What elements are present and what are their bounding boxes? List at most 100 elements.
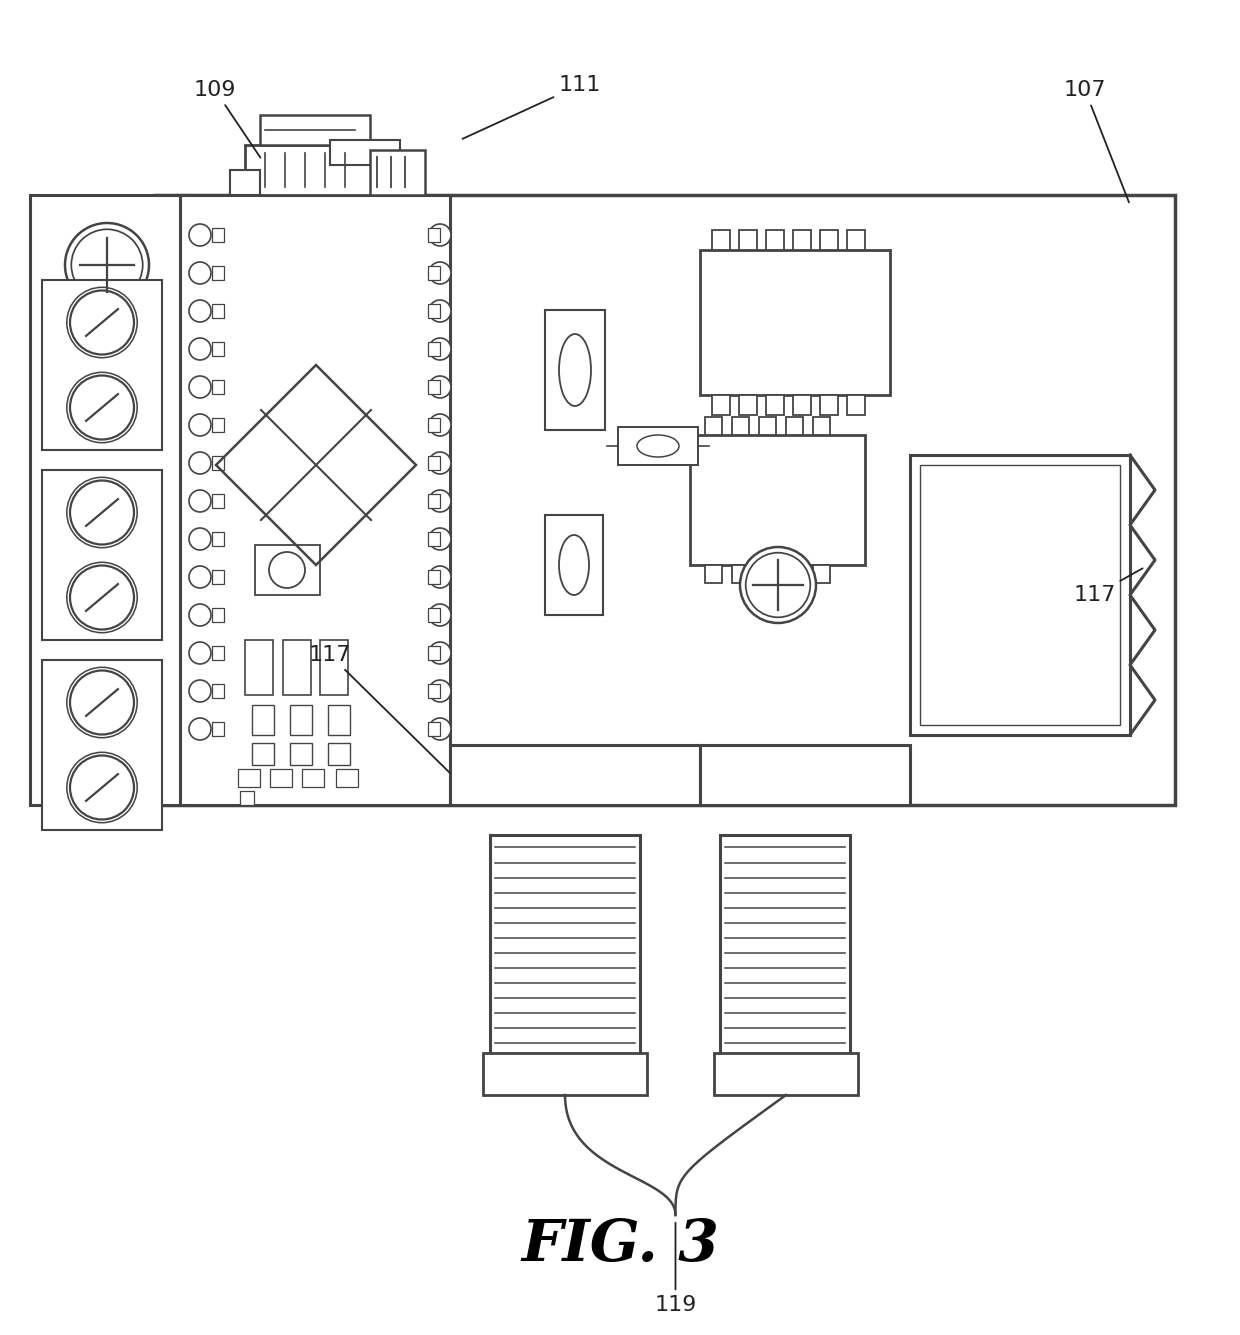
- Bar: [238, 769, 260, 788]
- Circle shape: [67, 287, 138, 358]
- Bar: [714, 1053, 858, 1095]
- Circle shape: [188, 262, 211, 284]
- Circle shape: [429, 490, 451, 513]
- Circle shape: [64, 223, 149, 307]
- Bar: [920, 465, 1120, 725]
- Bar: [241, 792, 254, 805]
- Text: 109: 109: [193, 80, 260, 158]
- Circle shape: [188, 224, 211, 246]
- Bar: [490, 834, 640, 1055]
- Circle shape: [188, 680, 211, 702]
- Circle shape: [745, 553, 810, 617]
- Circle shape: [429, 376, 451, 398]
- Bar: [546, 515, 603, 615]
- Circle shape: [188, 453, 211, 474]
- Circle shape: [188, 529, 211, 550]
- Bar: [336, 769, 358, 788]
- Bar: [290, 744, 312, 765]
- Circle shape: [69, 670, 134, 734]
- Bar: [786, 565, 804, 583]
- Bar: [212, 380, 224, 394]
- Circle shape: [429, 262, 451, 284]
- Text: 119: 119: [655, 1223, 697, 1315]
- Bar: [428, 533, 440, 546]
- Bar: [370, 150, 425, 195]
- Bar: [212, 533, 224, 546]
- Circle shape: [69, 375, 134, 439]
- Bar: [813, 565, 830, 583]
- Bar: [720, 834, 849, 1055]
- Circle shape: [429, 603, 451, 626]
- Bar: [330, 140, 401, 166]
- Bar: [42, 470, 162, 639]
- Circle shape: [69, 566, 134, 630]
- Circle shape: [188, 376, 211, 398]
- Bar: [30, 195, 185, 805]
- Bar: [618, 427, 698, 465]
- Bar: [212, 607, 224, 622]
- Bar: [428, 646, 440, 659]
- Circle shape: [269, 551, 305, 587]
- Circle shape: [188, 490, 211, 513]
- Bar: [212, 570, 224, 583]
- Bar: [701, 250, 890, 395]
- Circle shape: [67, 372, 138, 443]
- Bar: [329, 744, 350, 765]
- Circle shape: [67, 753, 138, 822]
- Circle shape: [188, 414, 211, 437]
- Circle shape: [188, 338, 211, 360]
- Bar: [270, 769, 291, 788]
- Bar: [910, 455, 1130, 736]
- Circle shape: [429, 718, 451, 740]
- Text: 107: 107: [1064, 80, 1128, 203]
- Bar: [428, 494, 440, 509]
- Circle shape: [188, 718, 211, 740]
- Bar: [428, 607, 440, 622]
- Bar: [759, 565, 776, 583]
- Bar: [450, 745, 701, 805]
- Bar: [689, 435, 866, 565]
- Bar: [847, 395, 866, 415]
- Circle shape: [188, 642, 211, 663]
- Bar: [246, 639, 273, 696]
- Bar: [212, 684, 224, 698]
- Text: 111: 111: [463, 75, 601, 139]
- Bar: [706, 565, 722, 583]
- Bar: [246, 146, 391, 195]
- Circle shape: [429, 338, 451, 360]
- Circle shape: [67, 668, 138, 738]
- Bar: [701, 745, 910, 805]
- Circle shape: [429, 300, 451, 322]
- Bar: [794, 230, 811, 250]
- Bar: [786, 417, 804, 435]
- Circle shape: [429, 453, 451, 474]
- Bar: [428, 418, 440, 433]
- Bar: [212, 304, 224, 318]
- Text: 117: 117: [1074, 569, 1142, 605]
- Bar: [212, 228, 224, 242]
- Bar: [847, 230, 866, 250]
- Bar: [712, 395, 730, 415]
- Bar: [794, 395, 811, 415]
- Bar: [428, 684, 440, 698]
- Bar: [428, 228, 440, 242]
- Bar: [212, 266, 224, 280]
- Bar: [428, 570, 440, 583]
- Bar: [212, 418, 224, 433]
- Circle shape: [69, 481, 134, 545]
- Bar: [212, 722, 224, 736]
- Bar: [329, 705, 350, 736]
- Bar: [546, 310, 605, 430]
- Bar: [42, 659, 162, 830]
- Bar: [155, 195, 1176, 805]
- Bar: [766, 395, 784, 415]
- Bar: [820, 395, 838, 415]
- Bar: [290, 705, 312, 736]
- Circle shape: [429, 414, 451, 437]
- Circle shape: [69, 291, 134, 355]
- Circle shape: [188, 603, 211, 626]
- Bar: [260, 115, 370, 146]
- Bar: [428, 457, 440, 470]
- Bar: [252, 744, 274, 765]
- Text: 117: 117: [309, 645, 450, 773]
